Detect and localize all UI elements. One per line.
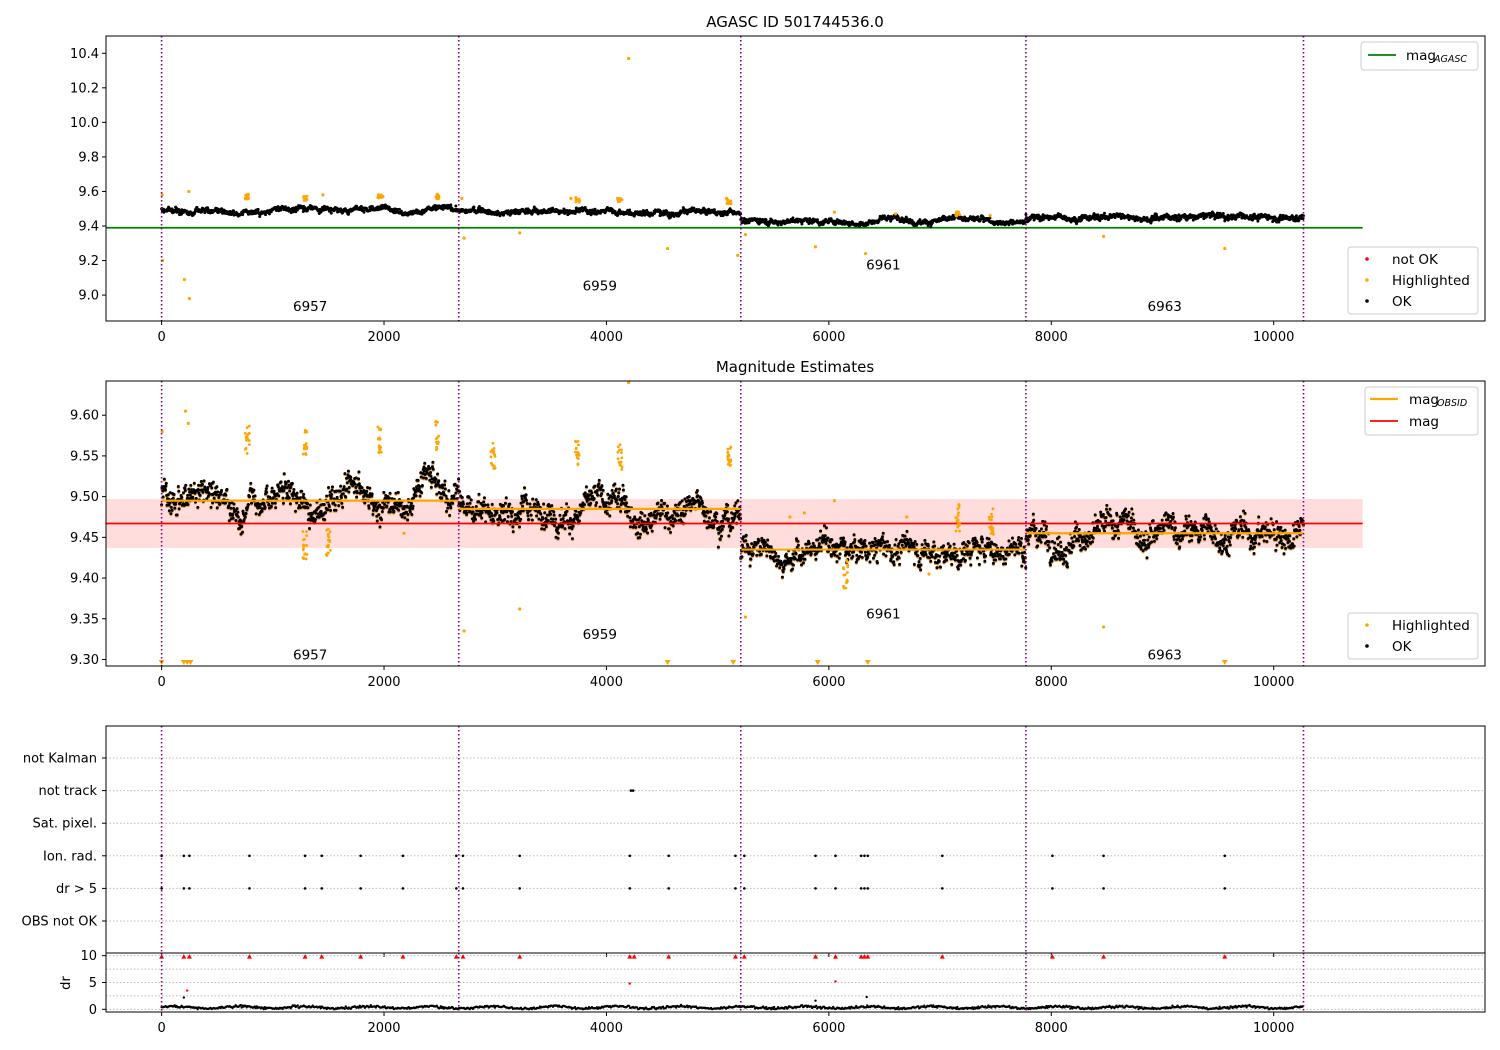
highlighted-point	[1223, 246, 1227, 251]
highlighted-point	[627, 56, 631, 61]
highlighted-point	[302, 195, 306, 199]
legend-point-types: not OK Highlighted OK	[1347, 246, 1479, 315]
highlighted-point	[729, 199, 733, 203]
highlighted-point	[304, 198, 308, 202]
ok-point	[918, 218, 922, 222]
obsid-label: 6957	[293, 299, 327, 315]
legend-marker	[1365, 257, 1369, 261]
ok-point	[1221, 211, 1225, 215]
legend-marker	[1365, 299, 1369, 303]
highlighted-point	[462, 236, 466, 240]
highlighted-point	[725, 202, 729, 205]
ok-point	[502, 213, 506, 217]
ok-point	[258, 214, 262, 218]
ok-point	[776, 223, 780, 227]
panel-agasc-title: AGASC ID 501744536.0	[706, 13, 884, 31]
y-tick-label: 10.2	[70, 81, 99, 96]
obsid-label: 6961	[866, 258, 900, 274]
y-tick-label: 9.4	[78, 220, 99, 235]
ok-point	[1103, 211, 1107, 215]
x-tick-label: 6000	[812, 330, 845, 345]
highlighted-point	[832, 210, 837, 214]
highlighted-point	[435, 193, 440, 197]
highlighted-point	[893, 212, 898, 216]
highlighted-point	[569, 196, 573, 200]
highlighted-point	[619, 197, 622, 201]
highlighted-point	[813, 245, 818, 249]
x-tick-label: 0	[157, 330, 165, 345]
ok-point	[454, 204, 458, 208]
highlighted-point	[729, 201, 733, 206]
ok-point	[628, 208, 632, 212]
x-tick-label: 2000	[367, 330, 400, 345]
highlighted-point	[245, 193, 249, 197]
legend-point-label: Highlighted	[1392, 273, 1470, 289]
obsid-label: 6963	[1148, 299, 1182, 315]
highlighted-point	[988, 214, 992, 218]
legend-mag-agasc-sub: AGASC	[1433, 54, 1467, 65]
panel-agasc-axes: 0 2000 4000 6000 8000 10000 9.0 9.2 9.4 9.6 9.8 10.…	[70, 35, 1486, 345]
highlighted-point	[724, 196, 729, 200]
x-tick-label: 4000	[590, 330, 623, 345]
y-tick-label: 9.8	[78, 150, 99, 165]
highlighted-point	[376, 193, 381, 197]
legend-point-label: OK	[1392, 294, 1413, 310]
y-tick-label: 9.6	[78, 185, 99, 200]
ok-point	[1256, 219, 1260, 223]
highlighted-point	[182, 277, 187, 282]
y-tick-label: 10.4	[70, 47, 99, 62]
highlighted-point	[381, 195, 385, 199]
highlighted-point	[574, 196, 578, 200]
obsid-label: 6959	[583, 278, 617, 294]
highlighted-point	[955, 210, 959, 214]
ok-point	[712, 208, 716, 212]
highlighted-point	[575, 198, 580, 202]
ok-point	[449, 203, 453, 207]
highlighted-point	[187, 296, 192, 301]
ok-point	[256, 207, 260, 211]
legend-point-label: not OK	[1392, 252, 1439, 268]
highlighted-point	[1101, 234, 1106, 238]
ok-point	[1294, 214, 1298, 218]
panel-magnitude-title: Magnitude Estimates	[716, 358, 874, 376]
panel-agasc-data: 6957 6959 6961 6963	[106, 36, 1363, 321]
highlighted-point	[460, 196, 464, 200]
panel-agasc: AGASC ID 501744536.0 6957 6959 6961 6963 0 2…	[70, 13, 1486, 345]
ok-point	[179, 212, 183, 216]
legend-mag-agasc-label: mag	[1406, 48, 1436, 64]
ok-point	[815, 218, 819, 222]
ok-point	[195, 206, 199, 210]
highlighted-point	[246, 196, 250, 200]
ok-point	[289, 211, 293, 215]
ok-point	[329, 211, 333, 215]
y-tick-label: 9.0	[78, 289, 99, 304]
highlighted-point	[743, 233, 748, 237]
ok-point	[174, 206, 178, 210]
y-tick-label: 10.0	[70, 116, 99, 131]
x-tick-label: 10000	[1253, 330, 1294, 345]
highlighted-point	[615, 196, 620, 200]
highlighted-point	[666, 246, 670, 251]
highlighted-point	[187, 189, 191, 194]
ok-point	[472, 205, 476, 209]
plot-frame	[105, 35, 1486, 322]
highlighted-point	[518, 231, 522, 235]
y-tick-label: 9.2	[78, 254, 99, 269]
ok-point	[593, 207, 597, 211]
highlighted-point	[958, 213, 962, 217]
highlighted-point	[321, 193, 325, 197]
legend-marker	[1365, 278, 1369, 282]
highlighted-point	[736, 253, 740, 257]
ok-point	[397, 207, 401, 211]
highlighted-point	[863, 252, 868, 256]
x-tick-label: 8000	[1035, 330, 1068, 345]
ok-point	[362, 210, 366, 214]
ok-point	[692, 206, 696, 210]
